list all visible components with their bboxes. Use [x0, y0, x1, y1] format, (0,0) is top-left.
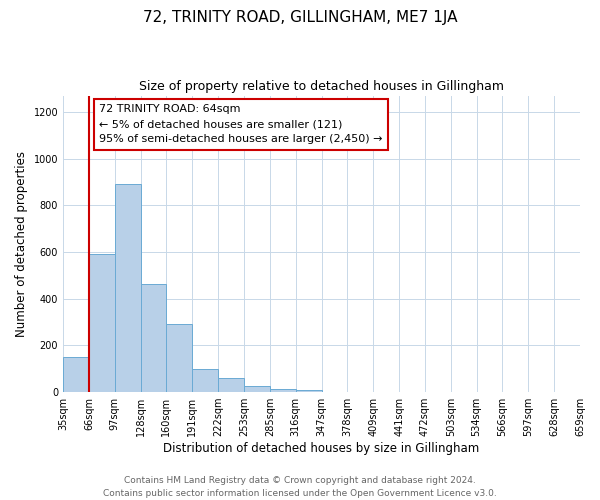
X-axis label: Distribution of detached houses by size in Gillingham: Distribution of detached houses by size …	[163, 442, 479, 455]
Text: 72, TRINITY ROAD, GILLINGHAM, ME7 1JA: 72, TRINITY ROAD, GILLINGHAM, ME7 1JA	[143, 10, 457, 25]
Bar	[244, 386, 270, 392]
Bar	[270, 388, 296, 392]
Bar	[140, 284, 166, 392]
Y-axis label: Number of detached properties: Number of detached properties	[15, 151, 28, 337]
Bar	[63, 357, 89, 392]
Bar	[89, 254, 115, 392]
Bar	[192, 368, 218, 392]
Bar	[296, 390, 322, 392]
Text: Contains HM Land Registry data © Crown copyright and database right 2024.
Contai: Contains HM Land Registry data © Crown c…	[103, 476, 497, 498]
Text: 72 TRINITY ROAD: 64sqm
← 5% of detached houses are smaller (121)
95% of semi-det: 72 TRINITY ROAD: 64sqm ← 5% of detached …	[99, 104, 383, 144]
Title: Size of property relative to detached houses in Gillingham: Size of property relative to detached ho…	[139, 80, 504, 93]
Bar	[115, 184, 140, 392]
Bar	[166, 324, 192, 392]
Bar	[218, 378, 244, 392]
